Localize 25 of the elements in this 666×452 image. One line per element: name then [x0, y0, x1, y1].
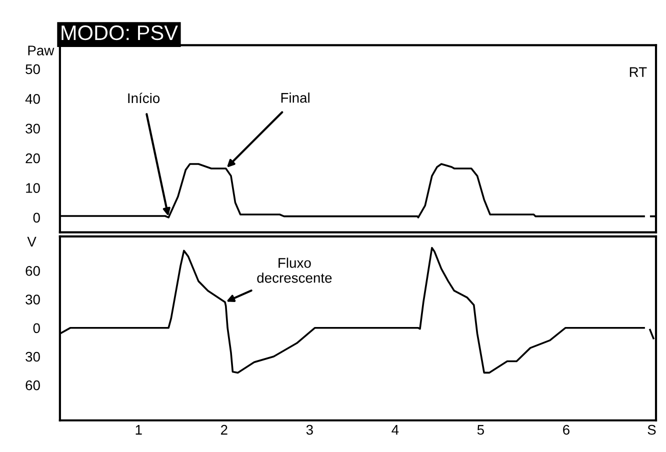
y-tick-label: 60: [26, 266, 40, 276]
y-tick-label: 30: [26, 352, 40, 362]
x-tick-label: 5: [477, 425, 484, 435]
y-axis-title: V: [27, 236, 36, 246]
y-tick-label: 30: [26, 294, 40, 304]
y-tick-label: 30: [26, 124, 40, 134]
x-tick-label: 2: [220, 424, 228, 435]
y-tick-label: 0: [33, 323, 40, 334]
y-tick-label: 60: [26, 380, 40, 390]
y-axis-title: Paw: [28, 46, 54, 56]
x-tick-label: 4: [392, 425, 399, 435]
annotation: Final: [281, 92, 310, 103]
y-tick-label: 20: [26, 153, 40, 164]
x-tick-label: 6: [563, 424, 570, 435]
annotation: Início: [128, 92, 160, 104]
annotation: Fluxo decrescente: [257, 258, 332, 283]
y-tick-label: 50: [26, 64, 40, 74]
y-tick-label: 0: [33, 212, 40, 223]
annotation: RT: [630, 67, 647, 77]
y-tick-label: 10: [26, 183, 40, 193]
chart-title: MODO: PSV: [62, 25, 178, 40]
x-tick-label: 1: [136, 425, 142, 435]
x-tick-label: S: [648, 424, 656, 435]
y-tick-label: 40: [25, 94, 40, 104]
x-tick-label: 3: [306, 424, 313, 435]
